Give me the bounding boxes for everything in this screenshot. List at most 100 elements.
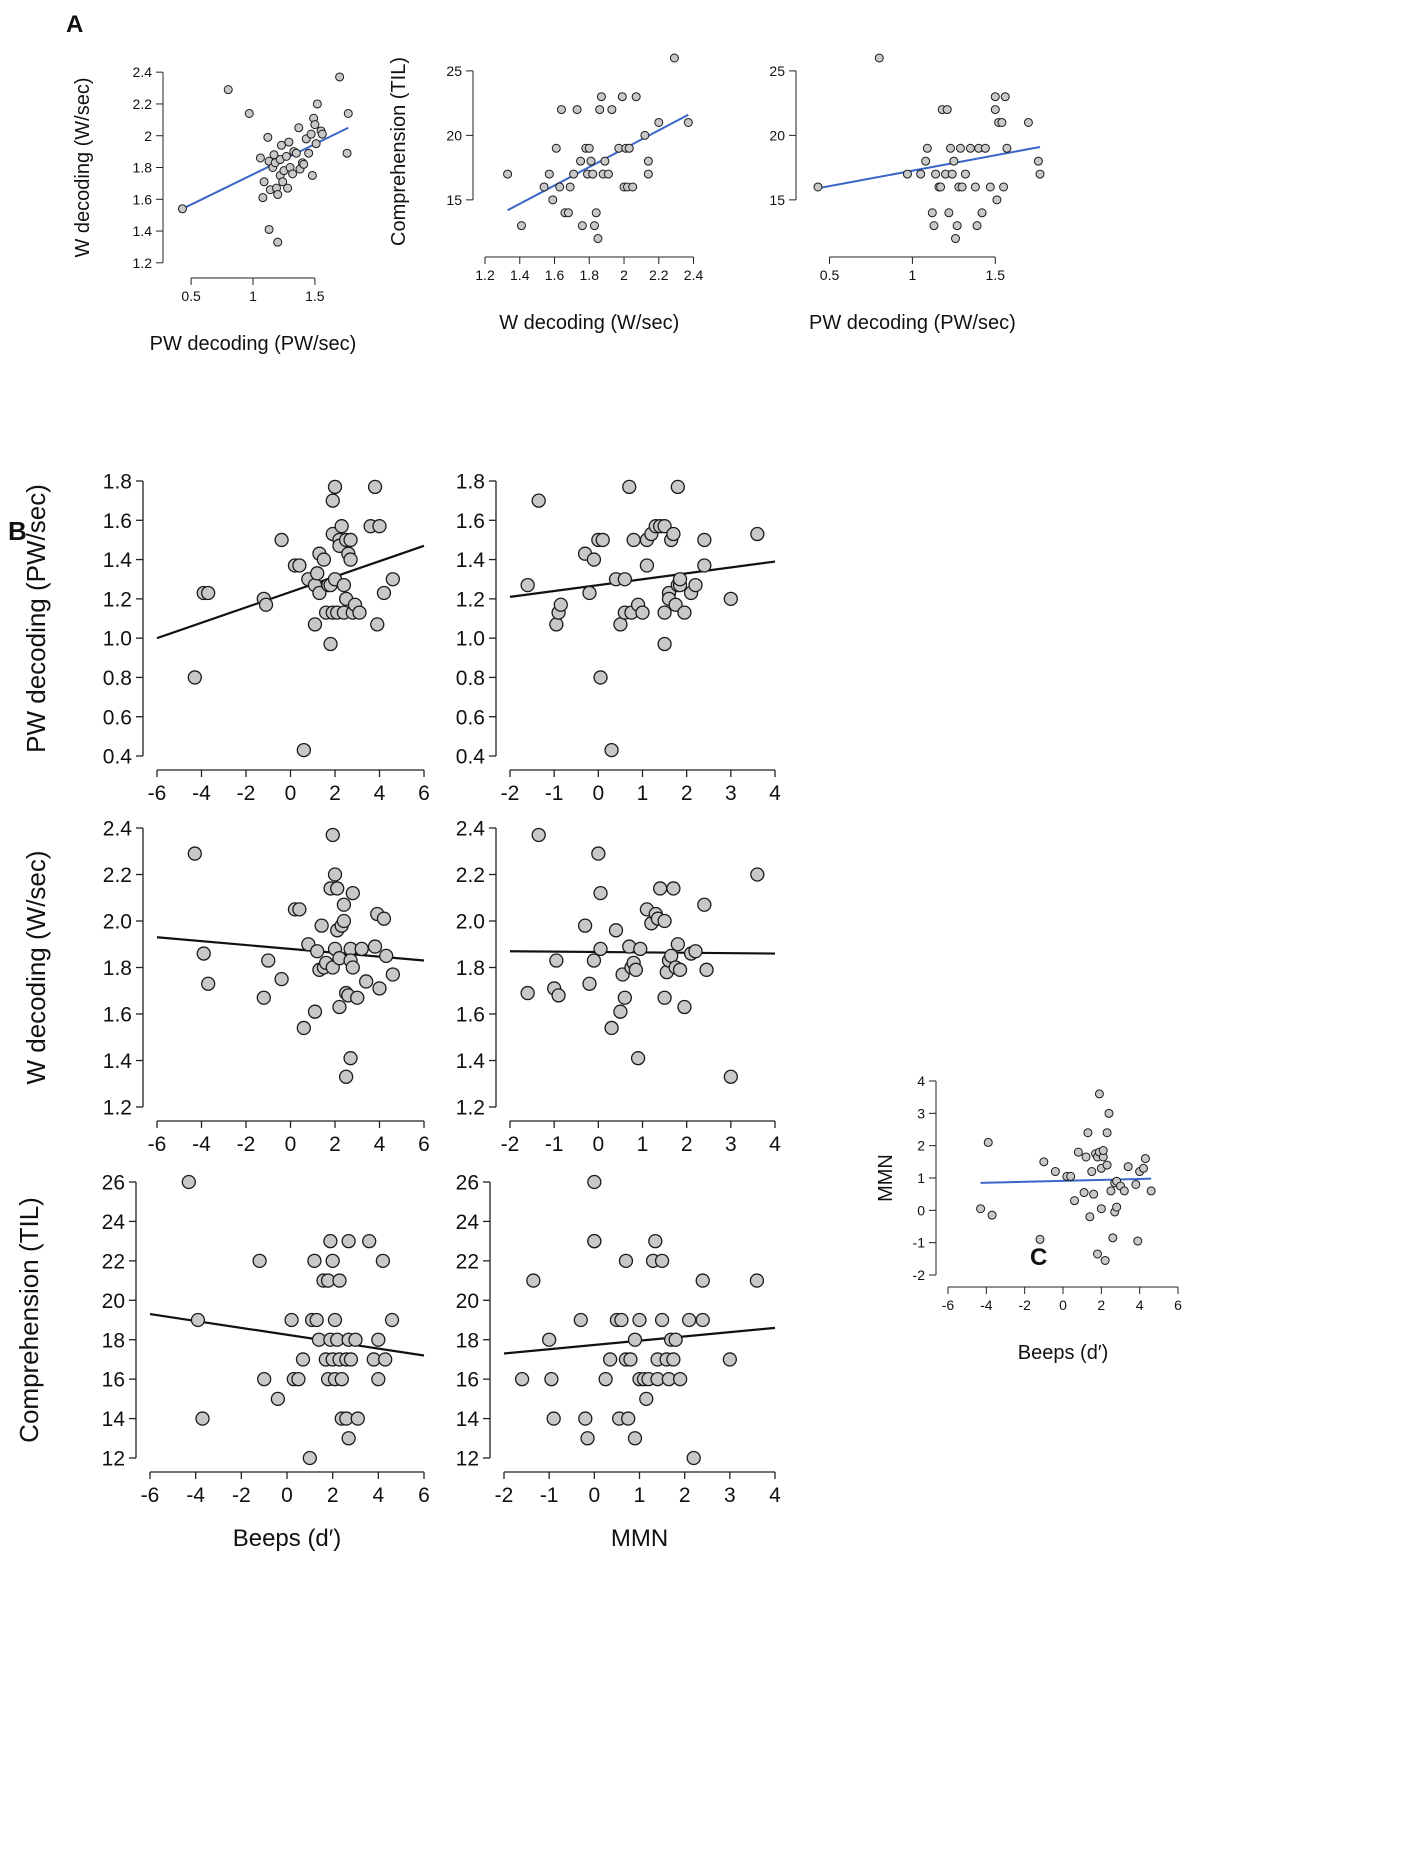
data-point	[310, 566, 325, 581]
x-tick-label: 6	[418, 1484, 430, 1507]
data-point	[520, 577, 535, 593]
data-point	[259, 177, 269, 187]
y-tick-label: 0.8	[456, 667, 485, 690]
data-point	[376, 585, 392, 601]
y-tick-label: 1.2	[456, 588, 485, 611]
data-point	[370, 617, 385, 632]
y-tick-label: 26	[456, 1172, 479, 1195]
data-point	[952, 221, 962, 231]
data-point	[1102, 1128, 1112, 1138]
data-point	[580, 1431, 595, 1446]
chart-c-beeps-vs-mmn: -6 -4 -2 0 2 4 6 -2 -1 0 1 2 3 4 Beeps (d′) MMN	[875, 1073, 1182, 1364]
data-point	[699, 962, 714, 977]
data-point	[343, 532, 358, 548]
data-point	[520, 985, 535, 1001]
data-point	[593, 941, 608, 957]
y-tick-label: 2.4	[103, 818, 133, 841]
data-point	[181, 1174, 196, 1190]
data-point	[931, 169, 941, 179]
data-point	[942, 105, 952, 115]
data-point	[673, 1371, 688, 1387]
data-point	[190, 1312, 206, 1328]
y-tick-label: 14	[456, 1408, 480, 1431]
data-point	[987, 1210, 997, 1220]
data-point	[296, 742, 312, 758]
data-point	[677, 605, 692, 620]
data-point	[284, 1312, 299, 1328]
data-point	[551, 143, 561, 153]
data-point	[336, 897, 352, 912]
data-point	[291, 1371, 306, 1387]
y-tick-label: 2.2	[103, 864, 132, 887]
data-point	[677, 999, 692, 1015]
data-point	[201, 585, 216, 601]
data-point	[350, 1411, 365, 1426]
data-point	[607, 105, 617, 115]
data-point	[195, 1411, 210, 1426]
data-point	[304, 148, 314, 158]
data-point	[1112, 1202, 1122, 1212]
data-point	[1035, 1234, 1045, 1244]
data-point	[345, 885, 360, 901]
x-tick-label: -6	[942, 1297, 955, 1313]
data-point	[332, 1273, 347, 1288]
data-point	[325, 493, 340, 508]
data-point	[314, 918, 329, 933]
data-point	[379, 948, 394, 964]
data-point	[1133, 1236, 1143, 1246]
y-axis-title: MMN	[875, 1154, 897, 1202]
data-point	[196, 946, 211, 961]
data-point	[960, 169, 970, 179]
data-point	[292, 558, 307, 573]
data-point	[177, 204, 187, 214]
data-point	[970, 182, 980, 192]
chart-b3-beeps-vs-w-decoding: -6 -4 -2 0 2 4 6 1.2 1.4 1.6 1.8 2.0 2.2 2.4 W decodin…	[21, 818, 430, 1156]
regression-line	[507, 113, 689, 212]
data-point	[526, 1273, 541, 1288]
x-axis-title: Beeps (d′)	[1018, 1342, 1108, 1364]
data-point	[688, 577, 703, 593]
data-point	[341, 1431, 356, 1446]
data-point	[1119, 1186, 1129, 1196]
data-point	[591, 208, 601, 218]
x-tick-label: 1.2	[475, 267, 495, 283]
data-point	[936, 182, 946, 192]
data-point	[261, 953, 276, 968]
data-point	[682, 1312, 697, 1328]
data-point	[1146, 1186, 1156, 1196]
y-tick-label: 1.4	[103, 1050, 133, 1073]
data-point	[1002, 143, 1012, 153]
data-point	[1102, 1160, 1112, 1170]
data-point	[1093, 1249, 1102, 1259]
x-tick-label: 4	[769, 782, 781, 805]
data-point	[288, 169, 298, 179]
x-tick-label: -2	[237, 782, 256, 805]
data-point	[281, 151, 291, 161]
data-point	[201, 976, 216, 991]
data-point	[299, 159, 309, 169]
data-point	[309, 1312, 324, 1328]
data-point	[990, 92, 1000, 102]
y-tick-label: 2	[917, 1138, 925, 1154]
data-point	[640, 130, 650, 140]
data-point	[980, 143, 990, 153]
y-tick-label: 20	[769, 127, 785, 143]
x-axis-title: PW decoding (PW/sec)	[809, 312, 1016, 334]
y-tick-label: 1.8	[103, 471, 132, 494]
data-point	[371, 1332, 386, 1347]
y-tick-label: 20	[446, 127, 462, 143]
x-tick-label: 4	[374, 1133, 386, 1156]
y-tick-label: 1.8	[456, 471, 485, 494]
chart-a1-pw-vs-w-decoding: 0.5 1 1.5 1.2 1.4 1.6 1.8 2 2.2 2.4 PW decoding (P…	[72, 64, 356, 355]
data-point	[576, 156, 586, 166]
x-tick-label: 3	[725, 782, 737, 805]
data-point	[384, 1312, 400, 1328]
data-point	[342, 148, 352, 158]
x-tick-label: 3	[724, 1484, 736, 1507]
data-point	[1039, 1157, 1049, 1167]
x-tick-label: 0.5	[181, 288, 201, 304]
data-point	[312, 585, 327, 601]
data-point	[593, 234, 603, 244]
data-point	[643, 156, 653, 166]
y-tick-label: 12	[456, 1448, 479, 1471]
